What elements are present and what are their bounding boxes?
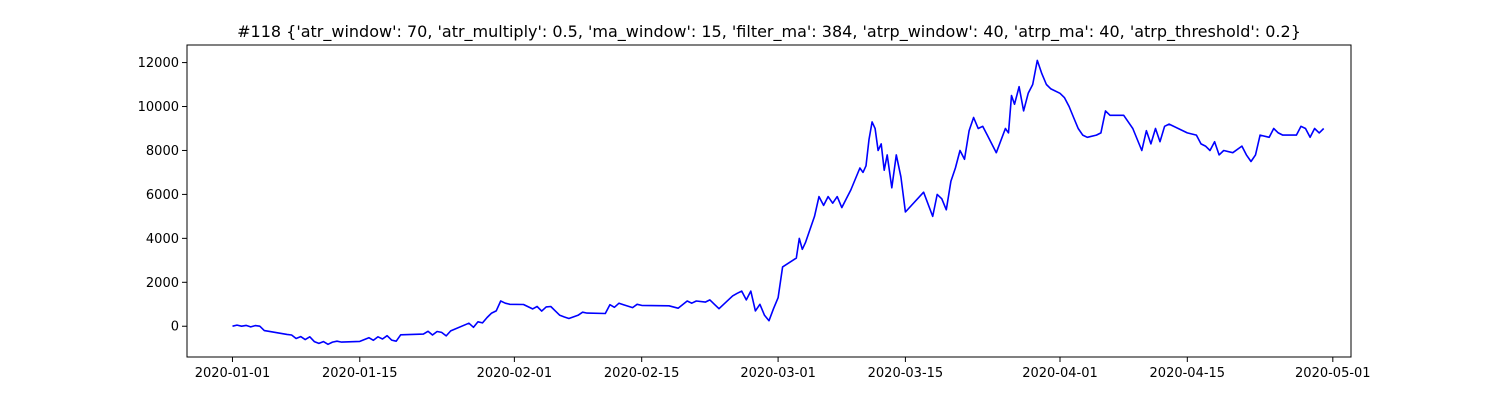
x-tick-label-5: 2020-03-15 <box>868 366 944 381</box>
y-tick-label-0: 0 <box>171 320 179 335</box>
x-tick-label-3: 2020-02-15 <box>604 366 680 381</box>
y-tick-label-3: 6000 <box>146 188 179 203</box>
x-tick-label-0: 2020-01-01 <box>195 366 271 381</box>
x-tick-label-4: 2020-03-01 <box>740 366 816 381</box>
plot-frame <box>186 44 1352 358</box>
y-tick-label-1: 2000 <box>146 276 179 291</box>
y-tick-label-5: 10000 <box>138 100 179 115</box>
y-tick-label-4: 8000 <box>146 144 179 159</box>
chart-title: #118 {'atr_window': 70, 'atr_multiply': … <box>237 22 1301 41</box>
x-tick-label-6: 2020-04-01 <box>1022 366 1098 381</box>
x-tick-label-8: 2020-05-01 <box>1295 366 1371 381</box>
series-line-0 <box>232 59 1325 346</box>
x-tick-label-7: 2020-04-15 <box>1150 366 1226 381</box>
y-tick-label-6: 12000 <box>138 56 179 71</box>
x-tick-label-1: 2020-01-15 <box>322 366 398 381</box>
x-tick-label-2: 2020-02-01 <box>477 366 553 381</box>
y-tick-label-2: 4000 <box>146 232 179 247</box>
